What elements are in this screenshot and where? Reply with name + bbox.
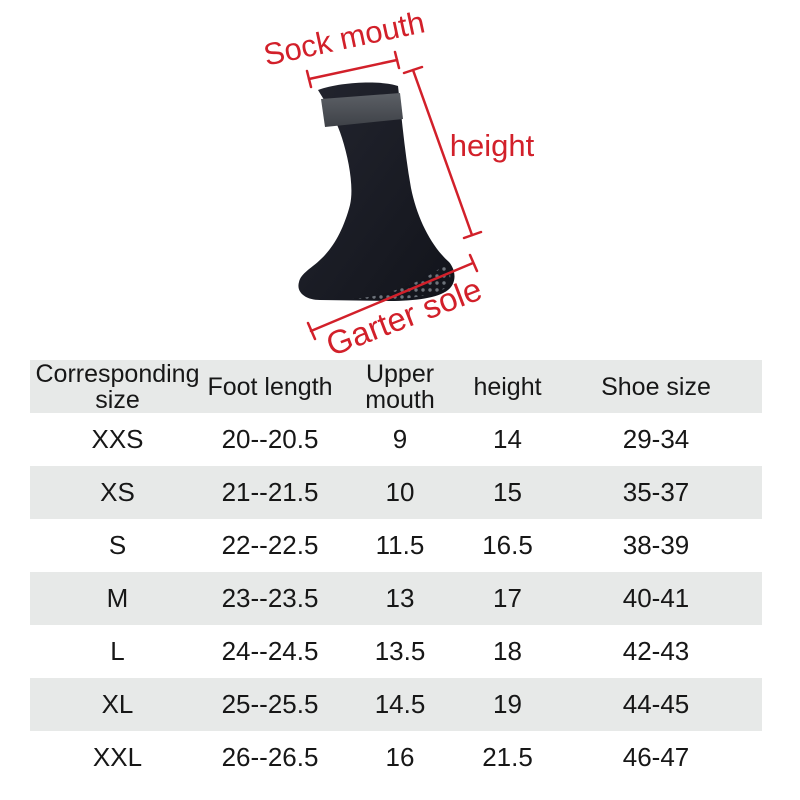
cell-foot-length: 23--23.5 [221, 583, 319, 613]
cell-size: XXS [91, 424, 144, 454]
table-row-xxl: XXL 26--26.5 16 21.5 46-47 [30, 731, 762, 784]
cell-height: 18 [493, 636, 522, 666]
cell-shoe-size: 46-47 [622, 742, 690, 772]
sock-cuff-band [321, 93, 403, 127]
cell-height: 14 [493, 424, 522, 454]
cell-shoe-size: 42-43 [622, 636, 690, 666]
cell-size: XS [100, 477, 135, 507]
cell-shoe-size: 38-39 [622, 530, 690, 560]
cell-upper-mouth: 13.5 [374, 636, 426, 666]
cell-upper-mouth: 10 [385, 477, 415, 507]
table-row-xs: XS 21--21.5 10 15 35-37 [30, 466, 762, 519]
cell-foot-length: 25--25.5 [221, 689, 319, 719]
sock-diagram: Sock mouth height Garter sole [260, 4, 535, 358]
cell-foot-length: 21--21.5 [221, 477, 319, 507]
table-row-m: M 23--23.5 13 17 40-41 [30, 572, 762, 625]
column-header-upper-mouth: Upper mouth [365, 359, 435, 414]
cell-upper-mouth: 14.5 [374, 689, 426, 719]
cell-shoe-size: 44-45 [622, 689, 690, 719]
column-header-corresponding-size: Corresponding size [35, 359, 200, 414]
cell-upper-mouth: 9 [392, 424, 408, 454]
cell-upper-mouth: 13 [385, 583, 415, 613]
sock-illustration [298, 82, 455, 301]
dimension-line-garter-sole [306, 253, 479, 341]
table-row-l: L 24--24.5 13.5 18 42-43 [30, 625, 762, 678]
dimension-line-sock-mouth [305, 50, 401, 89]
size-table: Corresponding size Foot length Upper mou… [30, 360, 762, 784]
table-row-s: S 22--22.5 11.5 16.5 38-39 [30, 519, 762, 572]
dimension-line-height [402, 65, 483, 240]
cell-height: 16.5 [482, 530, 533, 560]
sock-mouth-label: Sock mouth [260, 4, 427, 72]
cell-height: 17 [493, 583, 522, 613]
cell-size: L [110, 636, 125, 666]
cell-height: 15 [493, 477, 522, 507]
table-header-row: Corresponding size Foot length Upper mou… [30, 360, 762, 413]
cell-foot-length: 20--20.5 [221, 424, 319, 454]
sock-body [298, 82, 455, 301]
table-row-xl: XL 25--25.5 14.5 19 44-45 [30, 678, 762, 731]
sock-sole-texture [352, 263, 451, 300]
cell-foot-length: 26--26.5 [221, 742, 319, 772]
column-header-shoe-size: Shoe size [601, 372, 711, 401]
column-header-foot-length: Foot length [207, 372, 333, 401]
cell-height: 21.5 [482, 742, 533, 772]
cell-height: 19 [493, 689, 522, 719]
height-label: height [450, 128, 535, 163]
cell-shoe-size: 29-34 [622, 424, 690, 454]
cell-size: S [108, 530, 127, 560]
cell-upper-mouth: 11.5 [375, 530, 425, 560]
cell-foot-length: 24--24.5 [221, 636, 319, 666]
cell-upper-mouth: 16 [385, 742, 415, 772]
table-row-xxs: XXS 20--20.5 9 14 29-34 [30, 413, 762, 466]
column-header-height: height [473, 372, 542, 401]
cell-size: M [106, 583, 129, 613]
cell-size: XL [101, 689, 134, 719]
cell-shoe-size: 40-41 [622, 583, 690, 613]
cell-foot-length: 22--22.5 [221, 530, 319, 560]
cell-shoe-size: 35-37 [622, 477, 690, 507]
cell-size: XXL [92, 742, 143, 772]
